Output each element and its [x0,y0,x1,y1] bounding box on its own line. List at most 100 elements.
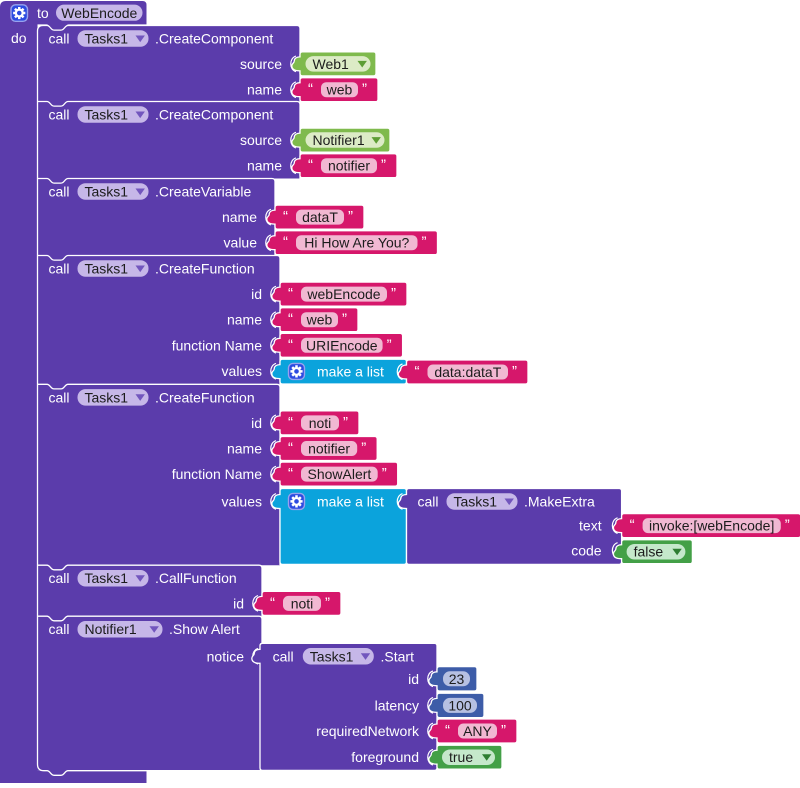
svg-text:”: ” [512,363,517,380]
svg-text:call: call [418,494,439,510]
svg-text:requiredNetwork: requiredNetwork [316,723,420,739]
svg-text:true: true [449,749,473,765]
svg-text:”: ” [387,336,392,353]
svg-text:call: call [273,648,294,664]
svg-text:URIEncode: URIEncode [306,337,378,353]
svg-text:“: “ [288,336,293,353]
svg-text:Notifier1: Notifier1 [85,621,137,637]
svg-text:.CreateVariable: .CreateVariable [155,184,251,200]
svg-text:.MakeExtra: .MakeExtra [524,494,595,510]
svg-text:Notifier1: Notifier1 [313,132,365,148]
svg-text:webEncode: webEncode [306,286,380,302]
svg-text:source: source [240,132,282,148]
svg-text:”: ” [382,465,387,482]
svg-text:”: ” [381,157,386,174]
svg-text:call: call [49,107,70,123]
svg-text:”: ” [325,594,330,611]
svg-text:value: value [224,235,258,251]
svg-text:“: “ [288,440,293,457]
svg-text:call: call [49,621,70,637]
svg-text:notifier: notifier [308,441,350,457]
svg-text:make a list: make a list [317,494,384,510]
svg-text:Tasks1: Tasks1 [310,648,354,664]
svg-text:dataT: dataT [302,209,338,225]
svg-text:”: ” [422,234,427,251]
svg-text:do: do [11,30,27,46]
svg-text:values: values [222,363,262,379]
svg-text:ShowAlert: ShowAlert [307,466,371,482]
svg-text:”: ” [501,722,506,739]
svg-text:source: source [240,56,282,72]
svg-text:name: name [227,441,262,457]
svg-text:“: “ [630,517,635,534]
svg-text:“: “ [288,285,293,302]
svg-text:“: “ [288,311,293,328]
svg-text:Web1: Web1 [313,56,350,72]
svg-text:“: “ [288,414,293,431]
svg-text:.Start: .Start [381,648,415,664]
svg-text:.Show Alert: .Show Alert [169,621,240,637]
svg-text:invoke:[webEncode]: invoke:[webEncode] [649,518,774,534]
svg-text:function Name: function Name [172,466,262,482]
svg-text:web: web [326,82,353,98]
svg-text:Tasks1: Tasks1 [85,261,129,277]
svg-text:23: 23 [449,671,465,687]
svg-text:name: name [247,82,282,98]
svg-text:foreground: foreground [351,749,419,765]
svg-text:”: ” [361,440,366,457]
svg-text:”: ” [785,517,790,534]
svg-text:call: call [49,570,70,586]
svg-text:id: id [408,671,419,687]
svg-text:code: code [571,543,602,559]
svg-text:function Name: function Name [172,337,262,353]
svg-text:text: text [579,518,602,534]
svg-text:”: ” [362,81,367,98]
svg-text:.CreateComponent: .CreateComponent [155,31,273,47]
svg-text:notice: notice [207,648,245,664]
svg-text:call: call [49,31,70,47]
svg-text:call: call [49,389,70,405]
svg-text:”: ” [343,414,348,431]
svg-text:“: “ [308,157,313,174]
svg-text:call: call [49,261,70,277]
svg-text:Tasks1: Tasks1 [454,494,498,510]
svg-text:”: ” [342,311,347,328]
svg-text:“: “ [415,363,420,380]
svg-text:name: name [222,209,257,225]
svg-text:Tasks1: Tasks1 [85,31,129,47]
svg-text:“: “ [308,81,313,98]
svg-text:“: “ [288,465,293,482]
svg-text:values: values [222,494,262,510]
svg-text:id: id [251,415,262,431]
svg-text:.CreateComponent: .CreateComponent [155,107,273,123]
svg-text:noti: noti [309,415,332,431]
svg-text:“: “ [283,234,288,251]
svg-text:“: “ [283,208,288,225]
svg-text:web: web [306,312,333,328]
svg-text:Tasks1: Tasks1 [85,107,129,123]
svg-text:name: name [227,312,262,328]
svg-text:.CreateFunction: .CreateFunction [155,389,255,405]
svg-text:id: id [233,595,244,611]
svg-text:make a list: make a list [317,364,384,380]
svg-text:.CallFunction: .CallFunction [155,570,237,586]
svg-text:call: call [49,184,70,200]
svg-text:notifier: notifier [328,158,370,174]
svg-text:noti: noti [291,595,314,611]
svg-text:Tasks1: Tasks1 [85,570,129,586]
svg-text:WebEncode: WebEncode [61,5,137,21]
svg-text:id: id [251,286,262,302]
svg-text:“: “ [270,594,275,611]
svg-text:Hi How Are You?: Hi How Are You? [304,235,409,251]
svg-text:”: ” [348,208,353,225]
svg-text:Tasks1: Tasks1 [85,389,129,405]
svg-text:latency: latency [375,697,419,713]
svg-text:to: to [37,5,49,21]
svg-text:”: ” [391,285,396,302]
svg-text:data:dataT: data:dataT [434,364,501,380]
svg-text:Tasks1: Tasks1 [85,184,129,200]
svg-text:“: “ [445,722,450,739]
svg-text:.CreateFunction: .CreateFunction [155,261,255,277]
svg-text:false: false [634,544,664,560]
svg-text:100: 100 [448,697,472,713]
